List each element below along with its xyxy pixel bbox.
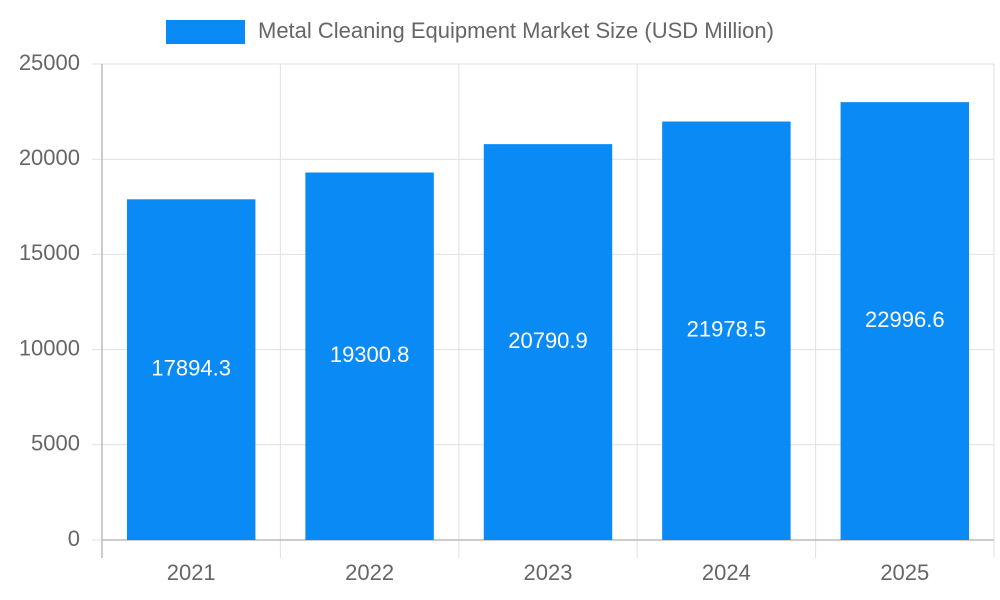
value-label: 20790.9 [508,328,588,353]
bar [483,144,613,540]
y-tick-label: 15000 [19,240,80,265]
value-label: 21978.5 [687,317,767,342]
value-label: 17894.3 [151,355,231,380]
x-tick-label: 2022 [345,560,394,585]
y-tick-label: 0 [68,526,80,551]
y-tick-label: 10000 [19,335,80,360]
bar [126,199,256,540]
value-label: 19300.8 [330,342,410,367]
y-tick-label: 5000 [31,431,80,456]
bar [662,121,791,540]
x-tick-label: 2024 [702,560,751,585]
value-label: 22996.6 [865,307,945,332]
y-tick-label: 20000 [19,145,80,170]
x-tick-label: 2025 [880,560,929,585]
legend-label: Metal Cleaning Equipment Market Size (US… [258,18,774,43]
bar [305,172,434,541]
y-tick-label: 25000 [19,50,80,75]
x-tick-label: 2021 [167,560,216,585]
x-tick-label: 2023 [524,560,573,585]
bar [840,102,970,540]
legend-swatch [166,20,245,44]
